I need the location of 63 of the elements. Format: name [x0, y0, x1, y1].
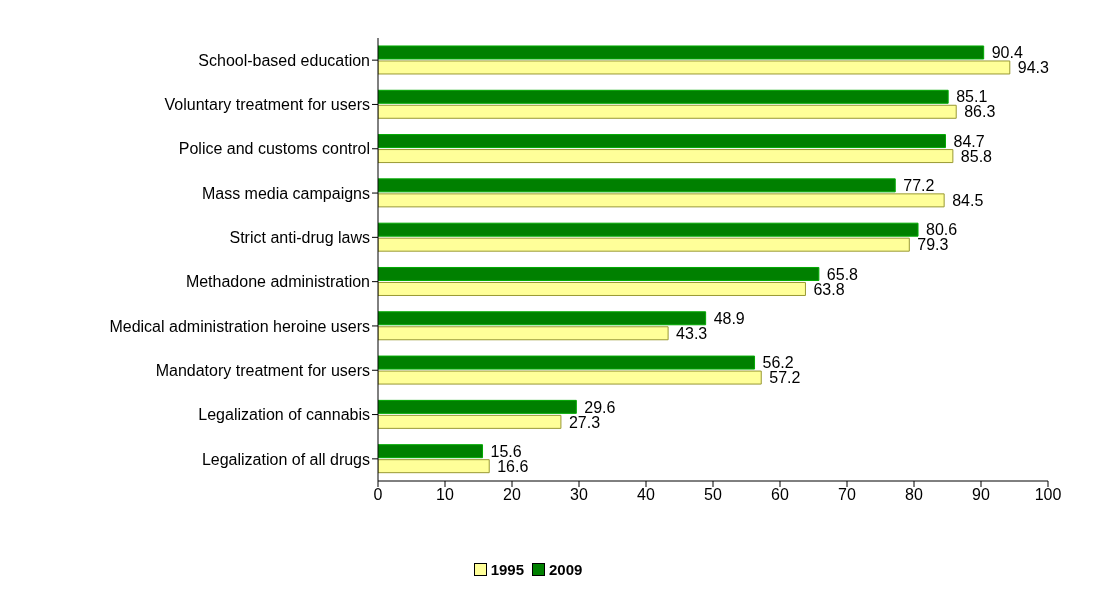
bar	[378, 149, 954, 164]
bar	[378, 414, 562, 429]
data-label: 86.3	[964, 103, 996, 121]
data-label: 57.2	[769, 369, 801, 387]
x-tick-label: 20	[503, 486, 521, 504]
y-tick-label: Police and customs control	[178, 140, 370, 158]
bar	[378, 89, 949, 104]
x-tick-label: 90	[972, 486, 990, 504]
data-label: 65.8	[826, 265, 859, 283]
data-label: 80.6	[926, 221, 958, 239]
y-tick-label: Legalization of all drugs	[201, 450, 370, 468]
bar	[378, 45, 985, 60]
data-label: 85.1	[956, 88, 988, 106]
x-tick-label: 50	[704, 486, 722, 504]
bar	[378, 178, 896, 193]
data-label: 85.8	[960, 147, 993, 165]
bar	[378, 399, 577, 414]
bar	[378, 355, 756, 370]
data-label: 84.7	[953, 132, 985, 150]
bar	[378, 134, 946, 149]
data-label: 29.6	[584, 398, 616, 416]
x-tick-label: 10	[436, 486, 454, 504]
legend-label: 2009	[548, 561, 583, 578]
y-tick-label: School-based education	[198, 51, 370, 69]
data-label: 43.3	[676, 324, 708, 342]
bar	[378, 370, 762, 385]
x-tick-label: 60	[771, 486, 789, 504]
data-label: 15.6	[490, 442, 522, 460]
x-tick-label: 100	[1034, 486, 1062, 504]
x-tick-label: 40	[637, 486, 655, 504]
data-label: 56.2	[762, 354, 794, 372]
y-tick-label: Methadone administration	[185, 273, 370, 291]
y-tick-label: Medical administration heroine users	[109, 317, 370, 335]
data-label: 27.3	[568, 413, 601, 431]
bar	[378, 459, 490, 474]
data-label: 79.3	[917, 236, 949, 254]
y-tick-label: Legalization of cannabis	[198, 406, 370, 424]
data-label: 48.9	[713, 309, 745, 327]
bar	[378, 193, 945, 208]
data-label: 77.2	[903, 177, 935, 195]
bar	[378, 60, 1011, 75]
y-tick-label: Voluntary treatment for users	[164, 96, 370, 114]
bar	[378, 237, 910, 252]
data-label: 63.8	[813, 280, 845, 298]
data-label: 84.5	[952, 192, 984, 210]
bar	[378, 326, 669, 341]
x-tick-label: 70	[838, 486, 856, 504]
data-label: 90.4	[991, 44, 1023, 62]
y-tick-label: Mandatory treatment for users	[155, 361, 370, 379]
x-tick-label: 80	[905, 486, 923, 504]
bar	[378, 266, 820, 281]
x-tick-label: 30	[570, 486, 588, 504]
bar	[378, 222, 919, 237]
y-tick-label: Mass media campaigns	[201, 184, 370, 202]
bar	[378, 104, 957, 119]
bar	[378, 281, 806, 296]
legend-label: 1995	[489, 561, 524, 578]
data-label: 94.3	[1017, 59, 1050, 77]
bar	[378, 311, 707, 326]
x-tick-label: 0	[373, 486, 383, 504]
y-tick-label: Strict anti-drug laws	[229, 229, 370, 247]
bar	[378, 444, 484, 459]
data-label: 16.6	[497, 457, 529, 475]
